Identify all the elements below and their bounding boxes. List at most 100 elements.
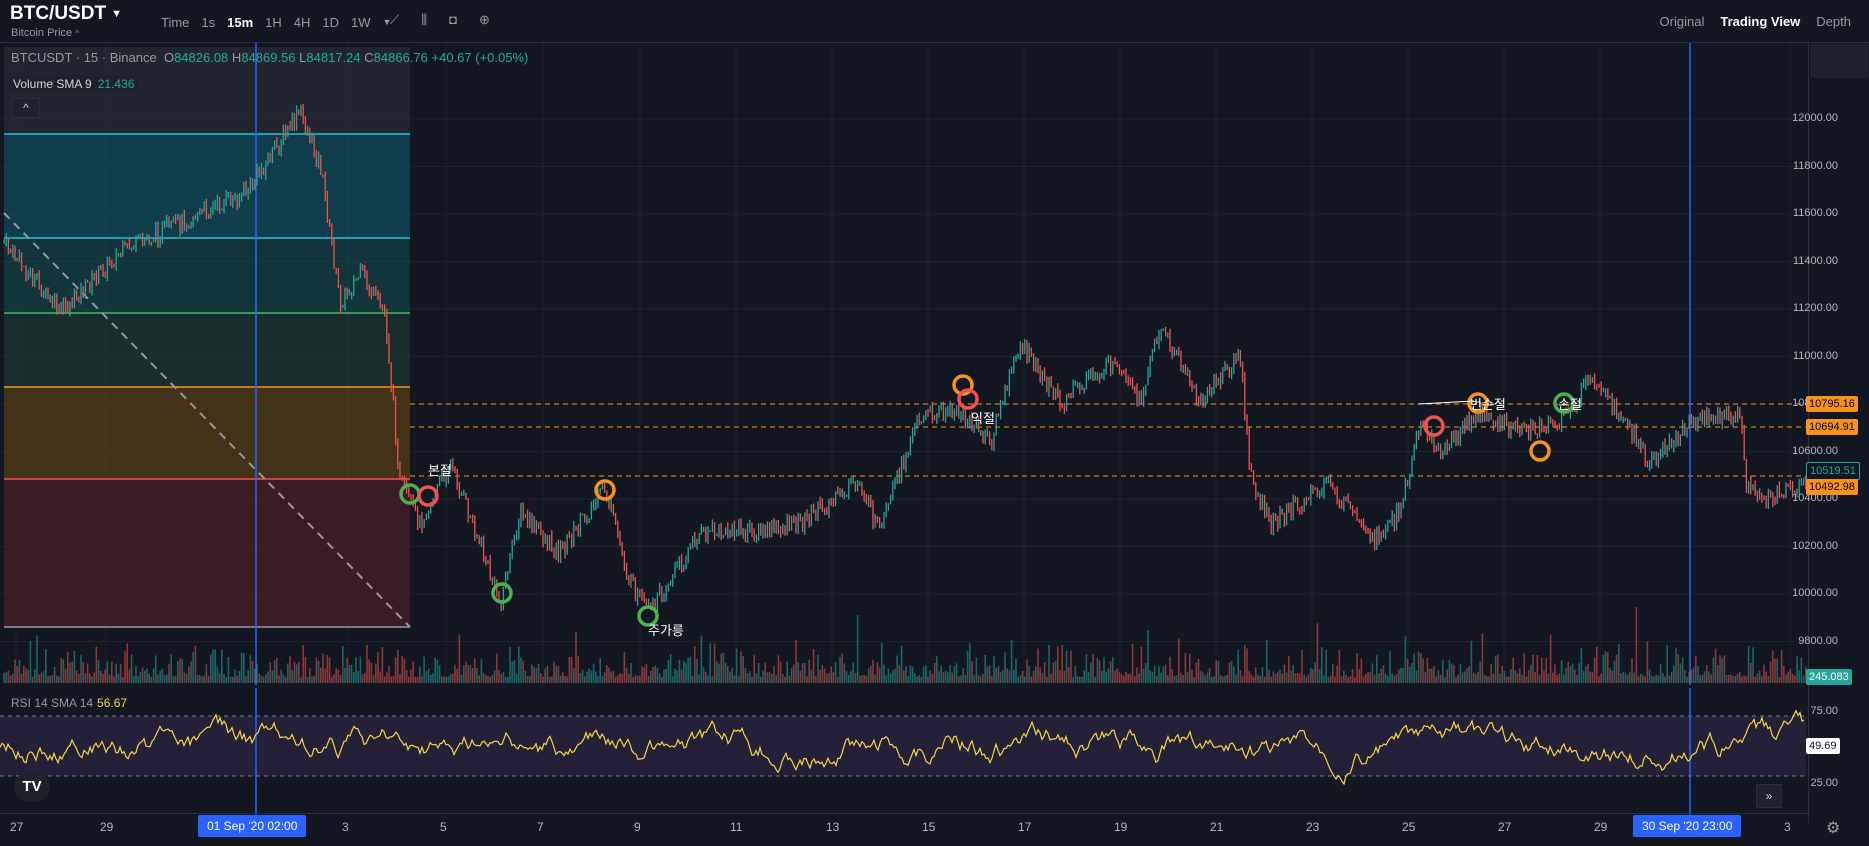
volume-bar xyxy=(784,676,786,683)
tf-1h[interactable]: 1H xyxy=(265,14,282,30)
volume-bar xyxy=(1486,676,1488,683)
scroll-right-button[interactable]: » xyxy=(1756,784,1782,808)
volume-bar xyxy=(353,672,355,683)
price-axis-label: 10200.00 xyxy=(1792,539,1838,552)
volume-bar xyxy=(1527,670,1530,683)
volume-bar xyxy=(1783,665,1785,683)
volume-bar xyxy=(1633,672,1635,683)
volume-bar xyxy=(251,660,254,683)
rsi-tag: 49.69 xyxy=(1806,738,1840,754)
volume-bar xyxy=(680,669,683,683)
add-icon[interactable]: ⊕ xyxy=(478,12,490,27)
volume-bar xyxy=(1615,654,1618,683)
price-chart[interactable] xyxy=(0,43,1809,685)
volume-bar xyxy=(1673,665,1675,683)
volume-bar xyxy=(427,668,430,683)
volume-bar xyxy=(625,667,628,683)
volume-bar xyxy=(104,669,106,683)
volume-bar xyxy=(317,660,320,683)
volume-bar xyxy=(1307,674,1310,683)
chevron-down-icon[interactable]: ▼ xyxy=(382,17,392,27)
view-depth[interactable]: Depth xyxy=(1816,14,1851,29)
volume-bar xyxy=(485,674,487,683)
volume-bar xyxy=(828,672,830,683)
gear-icon[interactable]: ⚙ xyxy=(1826,820,1841,837)
volume-bar xyxy=(982,674,984,683)
volume-bar xyxy=(667,659,670,683)
volume-bar xyxy=(964,674,967,683)
volume-bar xyxy=(1780,650,1783,683)
volume-bar xyxy=(324,668,326,683)
drawing-toolbar-button[interactable] xyxy=(1810,44,1868,78)
volume-bar xyxy=(1017,676,1019,683)
volume-bar xyxy=(414,676,417,683)
volume-bar xyxy=(817,655,819,683)
rsi-pane[interactable] xyxy=(0,688,1809,816)
volume-bar xyxy=(1028,665,1030,683)
volume-bar xyxy=(1048,644,1050,683)
volume-bar xyxy=(1512,657,1514,683)
volume-bar xyxy=(1444,676,1446,683)
volume-bar xyxy=(388,665,390,683)
volume-bar xyxy=(1776,658,1778,683)
volume-bar xyxy=(293,661,296,683)
volume-bar xyxy=(421,676,423,683)
volume-bar xyxy=(278,675,280,683)
candles-icon[interactable]: ⫼ xyxy=(421,12,428,27)
volume-bar xyxy=(229,676,232,683)
view-original[interactable]: Original xyxy=(1659,14,1705,29)
volume-bar xyxy=(18,660,21,683)
tf-1w[interactable]: 1W xyxy=(351,14,371,30)
volume-bar xyxy=(898,665,901,683)
volume-bar xyxy=(1079,676,1081,683)
tf-4h[interactable]: 4H xyxy=(293,14,311,30)
volume-bar xyxy=(700,635,703,683)
tf-time[interactable]: Time xyxy=(161,14,190,30)
camera-icon[interactable]: ◘ xyxy=(449,12,457,27)
volume-bar xyxy=(1208,667,1211,683)
volume-bar xyxy=(1371,663,1374,683)
volume-bar xyxy=(907,676,909,683)
volume-bar xyxy=(841,653,843,683)
volume-bar xyxy=(1651,675,1653,683)
tf-1d[interactable]: 1D xyxy=(322,14,340,30)
volume-bar xyxy=(1772,650,1774,683)
volume-bar xyxy=(133,675,135,683)
volume-bar xyxy=(1574,669,1576,683)
volume-bar xyxy=(920,676,923,683)
volume-bar xyxy=(947,672,949,683)
volume-bar xyxy=(1406,659,1409,683)
volume-bar xyxy=(1021,670,1024,683)
legend-change: +40.67 (+0.05%) xyxy=(431,50,529,65)
volume-bar xyxy=(619,673,621,683)
volume-bar xyxy=(1380,668,1382,683)
view-trading-view[interactable]: Trading View xyxy=(1720,14,1801,29)
volume-bar xyxy=(1576,675,1578,683)
volume-bar xyxy=(1666,644,1668,683)
volume-bar xyxy=(909,665,912,683)
volume-bar xyxy=(779,661,782,683)
tf-15m[interactable]: 15m xyxy=(227,14,254,30)
volume-bar xyxy=(452,674,454,683)
rsi-band xyxy=(0,716,1806,776)
tf-1s[interactable]: 1s xyxy=(201,14,216,30)
volume-bar xyxy=(1184,653,1187,683)
volume-bar xyxy=(1475,674,1477,683)
volume-bar xyxy=(102,673,104,683)
volume-bar xyxy=(806,676,808,683)
volume-bar xyxy=(1074,665,1077,683)
time-axis[interactable] xyxy=(0,813,1809,846)
volume-bar xyxy=(1472,672,1475,683)
time-axis-label: 27 xyxy=(10,820,24,834)
volume-bar xyxy=(584,676,586,683)
volume-bar xyxy=(1164,664,1167,683)
symbol-selector[interactable]: BTC/USDT ▼ xyxy=(10,3,122,25)
indicators-icon[interactable]: ⟋ xyxy=(390,12,400,27)
volume-bar xyxy=(100,671,102,683)
volume-bar xyxy=(881,642,883,683)
collapse-legend-button[interactable]: ^ xyxy=(12,98,40,118)
volume-bar xyxy=(1261,667,1264,683)
volume-bar xyxy=(1004,652,1006,683)
volume-bar xyxy=(1734,675,1737,683)
volume-bar xyxy=(1233,666,1235,683)
